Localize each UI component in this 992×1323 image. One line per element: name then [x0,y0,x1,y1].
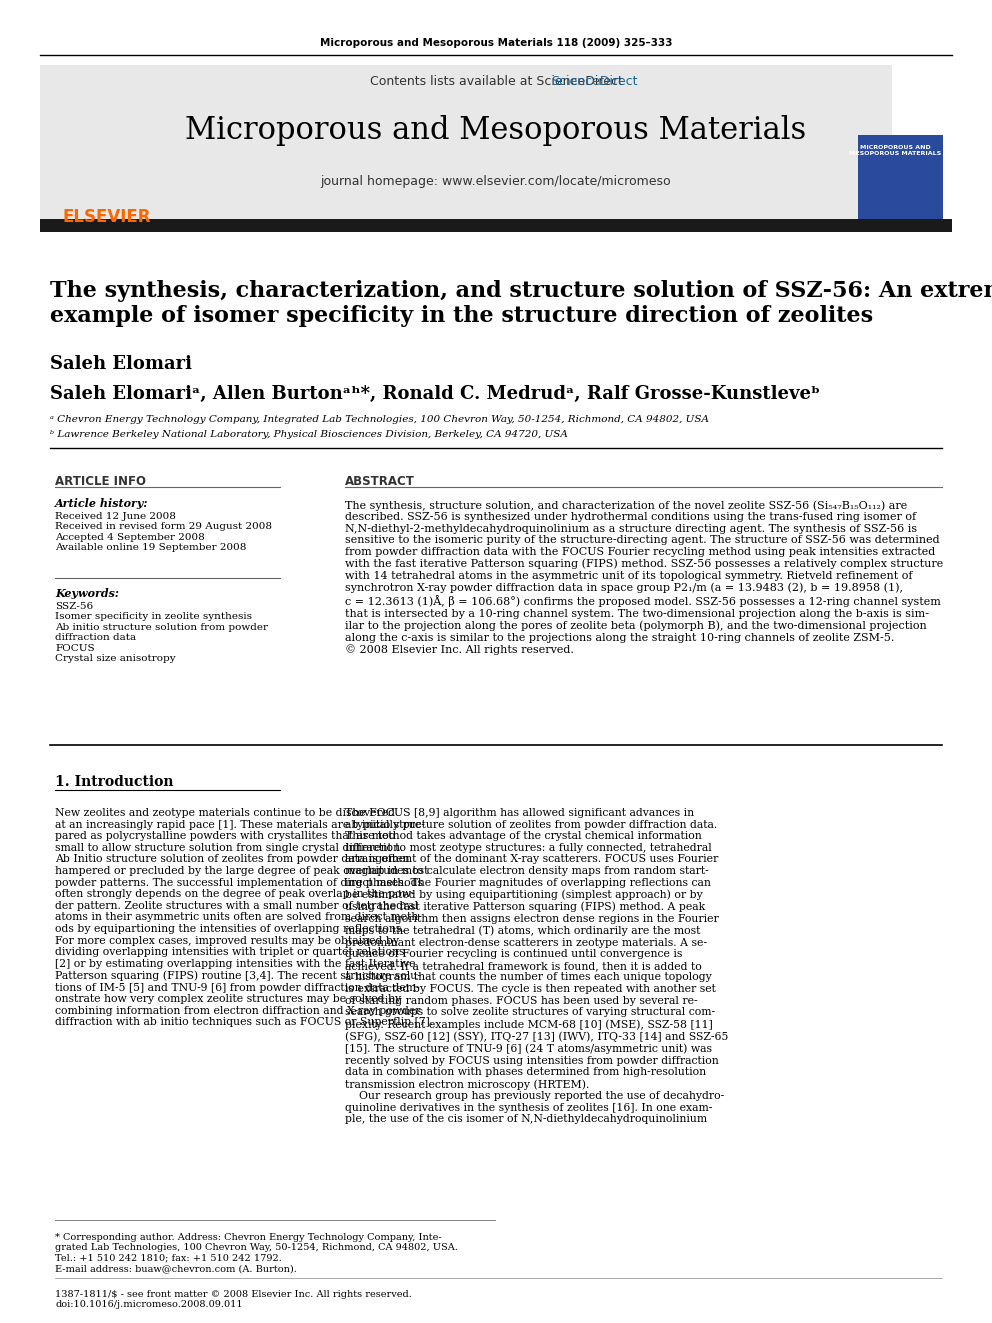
Text: ᵇ Lawrence Berkeley National Laboratory, Physical Biosciences Division, Berkeley: ᵇ Lawrence Berkeley National Laboratory,… [50,430,567,439]
Text: The synthesis, structure solution, and characterization of the novel zeolite SSZ: The synthesis, structure solution, and c… [345,500,943,655]
Text: The FOCUS [8,9] algorithm has allowed significant advances in
ab initio structur: The FOCUS [8,9] algorithm has allowed si… [345,808,728,1125]
Text: Saleh Elomariᵃ, Allen Burtonᵃʰ*, Ronald C. Medrudᵃ, Ralf Grosse-Kunstleveᵇ: Saleh Elomariᵃ, Allen Burtonᵃʰ*, Ronald … [50,385,820,404]
Text: Microporous and Mesoporous Materials 118 (2009) 325–333: Microporous and Mesoporous Materials 118… [319,38,673,48]
Text: Article history:: Article history: [55,497,149,509]
Text: Saleh Elomari: Saleh Elomari [50,355,192,373]
Text: Contents lists available at ScienceDirect: Contents lists available at ScienceDirec… [370,75,622,89]
Text: ARTICLE INFO: ARTICLE INFO [55,475,146,488]
Text: Received 12 June 2008
Received in revised form 29 August 2008
Accepted 4 Septemb: Received 12 June 2008 Received in revise… [55,512,272,552]
Text: Microporous and Mesoporous Materials: Microporous and Mesoporous Materials [186,115,806,146]
Text: journal homepage: www.elsevier.com/locate/micromeso: journal homepage: www.elsevier.com/locat… [320,175,672,188]
Bar [40,220,952,232]
Text: ᵃ Chevron Energy Technology Company, Integrated Lab Technologies, 100 Chevron Wa: ᵃ Chevron Energy Technology Company, Int… [50,415,709,423]
Text: 1. Introduction: 1. Introduction [55,775,174,789]
Text: MICROPOROUS AND
MESOPOROUS MATERIALS: MICROPOROUS AND MESOPOROUS MATERIALS [849,146,941,156]
Text: The synthesis, characterization, and structure solution of SSZ-56: An extreme
ex: The synthesis, characterization, and str… [50,280,992,327]
Text: New zeolites and zeotype materials continue to be discovered
at an increasingly : New zeolites and zeotype materials conti… [55,808,434,1028]
Bar [42,135,172,220]
Text: * Corresponding author. Address: Chevron Energy Technology Company, Inte-
grated: * Corresponding author. Address: Chevron… [55,1233,458,1273]
Bar [40,65,892,220]
Text: ScienceDirect: ScienceDirect [551,75,638,89]
Bar [858,135,943,220]
Text: ELSEVIER: ELSEVIER [62,208,151,226]
Text: SSZ-56
Isomer specificity in zeolite synthesis
Ab initio structure solution from: SSZ-56 Isomer specificity in zeolite syn… [55,602,268,663]
Text: Keywords:: Keywords: [55,587,119,599]
Text: ABSTRACT: ABSTRACT [345,475,415,488]
Text: 1387-1811/$ - see front matter © 2008 Elsevier Inc. All rights reserved.
doi:10.: 1387-1811/$ - see front matter © 2008 El… [55,1290,412,1310]
